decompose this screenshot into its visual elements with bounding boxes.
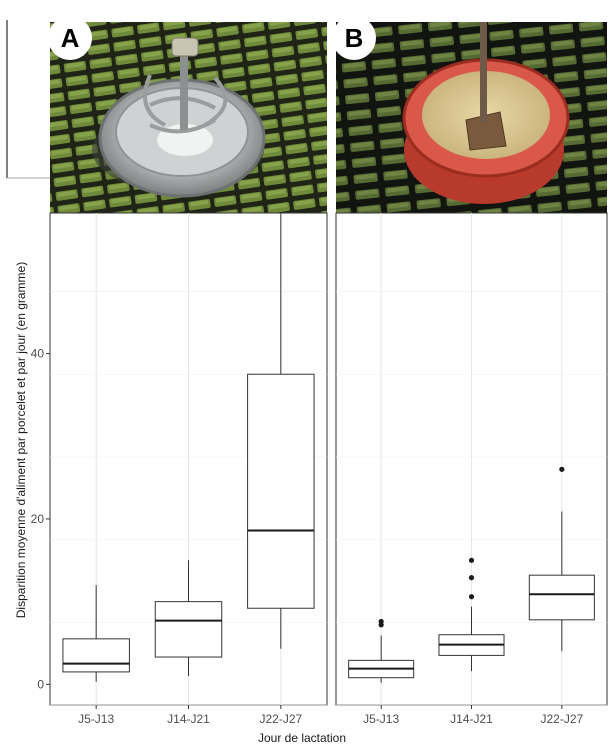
outlier-point [468,575,475,581]
x-axis-title: Jour de lactation [258,731,346,745]
outlier-point [378,618,384,625]
photo-a-metal-feeder [50,22,327,213]
outlier-point [468,594,475,600]
box-a-j22-j27 [247,213,315,649]
outlier-point [559,466,565,472]
panel-label-b: B [332,16,376,60]
photo-b-red-feeder [336,22,607,213]
outlier-point [468,557,475,563]
boxplot-panel-b [335,212,608,706]
x-tick-label: J5-J13 [363,712,399,726]
iqr-box [247,373,315,609]
x-tick-label: J5-J13 [78,712,114,726]
box-b-j22-j27 [528,466,595,652]
panel-label-b-text: B [345,23,364,53]
box-b-j5-j13 [348,618,415,683]
rod-knob [171,37,199,57]
y-axis-title: Disparition moyenne d'aliment par porcel… [14,262,28,618]
box-a-j5-j13 [62,585,130,682]
feeder-centre-plate [465,111,507,151]
box-a-j14-j21 [154,560,223,677]
center-rod [180,52,188,130]
panel-label-a-text: A [61,23,80,53]
feeder-rod [480,22,487,122]
box-b-j14-j21 [438,557,505,672]
iqr-box [62,638,130,673]
x-tick-label: J14-J21 [450,712,493,726]
boxplot-panel-a [49,212,328,706]
x-tick-label: J22-J27 [540,712,583,726]
iqr-box [154,601,223,658]
y-tick-label: 40 [31,347,45,361]
panel-label-a: A [48,16,92,60]
y-axis-ticks: 0 20 40 [31,347,50,691]
y-tick-label: 20 [31,512,45,526]
x-tick-label: J22-J27 [259,712,302,726]
iqr-box [528,574,595,621]
wire-spokes [143,74,228,134]
x-tick-label: J14-J21 [167,712,210,726]
y-tick-label: 0 [37,677,44,691]
x-axis-ticks: J5-J13 J14-J21 J22-J27 J5-J13 J14-J21 J22-J27 [78,705,583,726]
